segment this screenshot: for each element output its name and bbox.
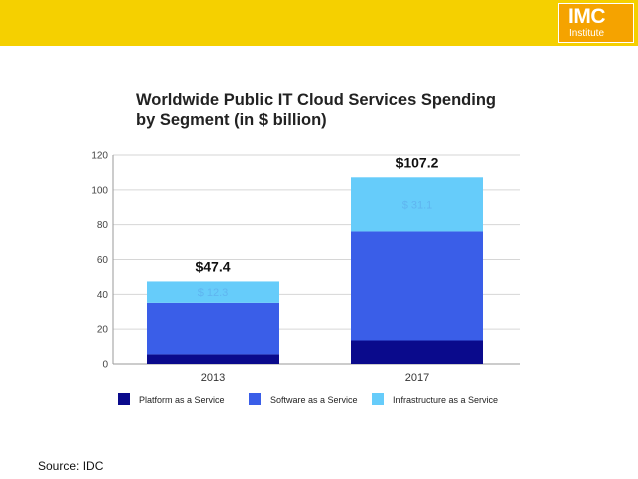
bar-total-label: $107.2 xyxy=(396,154,439,170)
chart-title-line1: Worldwide Public IT Cloud Services Spend… xyxy=(136,91,496,109)
legend-swatch-0 xyxy=(118,393,130,405)
bar-segment-2013-platform-as-a-service xyxy=(147,354,279,364)
chart-title-line2: by Segment (in $ billion) xyxy=(136,111,327,129)
y-tick-label: 60 xyxy=(97,255,109,266)
segment-value-label: $ 31.1 xyxy=(402,199,433,211)
segment-value-label: $ 12.3 xyxy=(198,287,229,299)
chart-title: Worldwide Public IT Cloud Services Spend… xyxy=(136,90,556,130)
bar-total-label: $47.4 xyxy=(195,258,230,274)
y-tick-label: 120 xyxy=(91,151,108,162)
legend-swatch-2 xyxy=(372,393,384,405)
bar-segment-2013-infrastructure-as-a-service xyxy=(147,281,279,303)
y-tick-label: 40 xyxy=(97,290,109,301)
legend-swatch-1 xyxy=(249,393,261,405)
legend-label: Software as a Service xyxy=(270,395,358,405)
bar-segment-2017-platform-as-a-service xyxy=(351,340,483,364)
bar-segment-2013-software-as-a-service xyxy=(147,302,279,355)
y-tick-label: 0 xyxy=(102,360,108,371)
y-tick-label: 80 xyxy=(97,220,109,231)
legend-label: Infrastructure as a Service xyxy=(393,395,498,405)
y-tick-label: 20 xyxy=(97,325,109,336)
header-bar xyxy=(0,0,638,46)
logo-main-text: IMC xyxy=(568,5,606,28)
x-tick-label: 2017 xyxy=(405,372,429,384)
legend-label: Platform as a Service xyxy=(139,395,225,405)
logo-sub-text: Institute xyxy=(569,28,605,39)
x-tick-label: 2013 xyxy=(201,372,225,384)
imc-institute-logo: IMC Institute xyxy=(558,3,634,43)
bar-segment-2017-infrastructure-as-a-service xyxy=(351,177,483,232)
bar-segment-2017-software-as-a-service xyxy=(351,231,483,341)
source-note: Source: IDC xyxy=(38,459,104,473)
y-tick-label: 100 xyxy=(91,185,108,196)
